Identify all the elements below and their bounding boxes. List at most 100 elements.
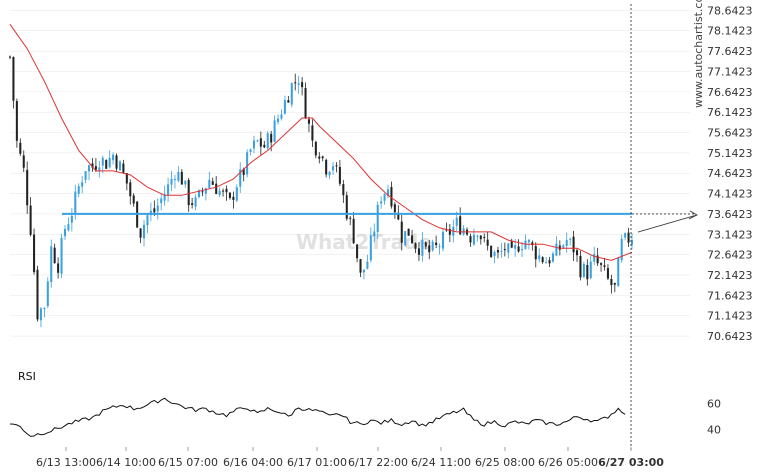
candle-body [273,120,276,142]
candle-body [156,205,159,212]
candle-body [417,248,420,255]
candle-body [211,181,214,185]
candle-body [376,204,379,232]
candle-body [476,235,479,237]
candle-body [63,228,67,237]
candle-body [600,263,603,265]
candle-body [558,245,561,250]
candle-body [424,242,427,247]
candle-body [479,235,482,240]
candle-body [441,231,445,249]
candle-body [249,149,252,152]
candle-body [562,245,565,248]
candle-body [438,246,441,248]
price-tick-label: 78.6423 [707,4,753,17]
candle-body [617,257,620,287]
moving-average-line [9,24,633,261]
candle-body [263,144,266,148]
candle-body [407,228,410,236]
candle-body [356,244,359,259]
time-axis: 6/13 13:00 6/14 10:00 6/15 07:00 6/16 04:00… [36,447,664,469]
candle-body [521,249,524,251]
candle-body [228,192,231,198]
price-tick-label: 76.1423 [707,106,753,119]
rsi-tick-label: 40 [707,423,721,436]
candle-body [256,140,259,142]
candle-body [29,205,32,235]
rsi-axis: 60 40 [707,398,721,437]
candle-body [81,182,84,187]
candle-body [15,101,18,141]
candle-body [386,189,390,197]
candle-body [70,215,73,223]
candle-body [43,307,46,310]
candle-body [146,215,149,226]
candle-body [307,119,310,124]
candle-body [26,169,29,206]
candle-body [108,157,111,168]
candle-body [551,253,554,262]
candle-body [624,233,627,238]
candle-body [91,163,94,168]
price-tick-label: 75.1423 [707,147,753,160]
price-tick-label: 74.6423 [707,167,753,180]
time-tick-label: 6/26 05:00 [538,456,598,469]
candle-body [129,182,132,197]
candle-body [246,152,249,175]
candle-body [39,308,42,321]
candle-body [74,191,77,215]
candle-body [321,156,324,159]
price-tick-label: 77.1423 [707,65,753,78]
candle-body [57,263,60,273]
candle-body [325,159,328,175]
time-tick-label: 6/24 11:00 [411,456,471,469]
candlestick-series [8,55,634,328]
candle-body [187,180,190,206]
candle-body [579,255,582,278]
candle-body [572,236,575,253]
candle-body [545,262,548,264]
candle-body [132,195,135,204]
candle-body [569,238,572,240]
candle-body [163,194,166,201]
candle-body [84,171,87,180]
candle-body [404,231,407,246]
candle-body [191,203,194,205]
candle-body [287,100,290,103]
rsi-line [9,397,626,437]
candle-body [153,208,156,213]
site-watermark: www.autochartist.com [692,0,705,108]
candle-body [277,118,280,123]
price-tick-label: 73.6423 [707,208,753,221]
candle-body [469,236,472,243]
candle-body [60,237,63,274]
candle-body [197,190,201,198]
candle-body [22,155,25,168]
candle-body [266,133,269,149]
rsi-tick-label: 60 [707,398,721,411]
candle-body [94,166,97,170]
candle-body [493,251,496,257]
candle-body [352,218,355,244]
candle-body [510,241,513,248]
candle-body [593,253,596,262]
candle-body [359,259,362,273]
candle-body [490,245,493,257]
candle-body [167,184,170,195]
candle-body [500,250,503,252]
candle-body [280,114,283,119]
candle-body [328,171,331,176]
candle-body [627,232,630,243]
candle-body [414,243,417,249]
candle-body [421,239,424,256]
candle-body [342,184,345,196]
candle-body [283,100,286,114]
candle-body [194,197,197,207]
candle-body [369,235,372,261]
candle-body [472,234,475,245]
candle-body [177,172,180,181]
candle-body [314,141,317,156]
candle-body [290,83,293,105]
time-tick-label: 6/25 08:00 [475,456,535,469]
